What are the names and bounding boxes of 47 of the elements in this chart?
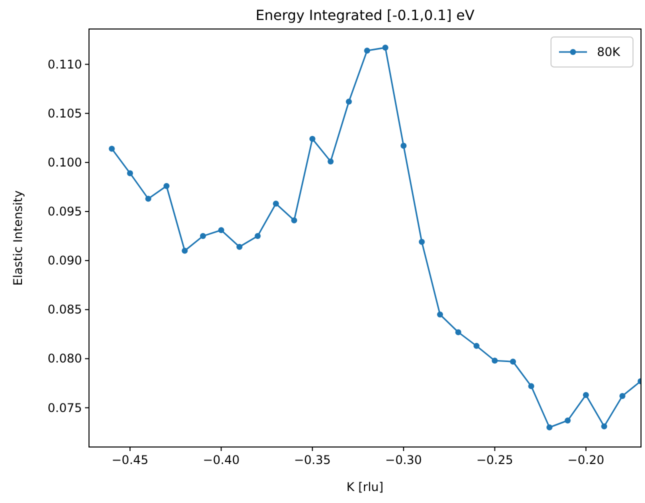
point — [164, 182, 170, 189]
point — [236, 244, 242, 250]
point — [328, 158, 334, 164]
y-tick-label: 0.075 — [48, 400, 82, 415]
point — [474, 342, 480, 349]
point — [492, 358, 498, 364]
point — [272, 200, 279, 207]
point — [145, 196, 152, 202]
point — [108, 146, 115, 152]
x-tick-label: −0.35 — [294, 453, 331, 467]
y-tick-label: 0.110 — [48, 57, 82, 72]
point — [254, 233, 261, 240]
point — [382, 44, 388, 51]
point — [455, 329, 462, 336]
x-tick-label: −0.30 — [385, 453, 422, 467]
y-tick-label: 0.090 — [48, 254, 82, 268]
y-tick-label: 0.100 — [48, 155, 82, 170]
x-tick-label: −0.40 — [202, 453, 240, 467]
point — [364, 48, 370, 54]
y-tick-label: 0.105 — [48, 106, 82, 120]
y-tick-label: 0.095 — [48, 204, 82, 219]
x-tick-label: −0.45 — [112, 453, 148, 467]
y-axis-title: Elastic Intensity — [11, 190, 25, 286]
x-tick-label: −0.20 — [568, 453, 604, 467]
point — [582, 392, 589, 398]
point — [309, 136, 316, 142]
point — [418, 238, 425, 245]
x-axis-title: K [rlu] — [346, 480, 384, 494]
point — [291, 217, 298, 224]
point — [619, 392, 626, 399]
point — [182, 248, 188, 254]
point — [437, 312, 444, 318]
point — [127, 170, 134, 176]
point — [510, 358, 516, 365]
legend-label: 80K — [597, 45, 622, 59]
point — [528, 383, 534, 390]
point — [564, 418, 571, 424]
y-tick-label: 0.085 — [48, 302, 82, 317]
chart-title: Energy Integrated [-0.1,0.1] eV — [256, 8, 475, 24]
x-tick-label: −0.25 — [476, 453, 514, 467]
point — [346, 98, 352, 105]
point — [200, 233, 206, 240]
point — [601, 423, 608, 430]
point — [546, 424, 552, 430]
y-tick-label: 0.080 — [48, 352, 82, 366]
point — [218, 227, 224, 234]
point — [400, 142, 407, 149]
